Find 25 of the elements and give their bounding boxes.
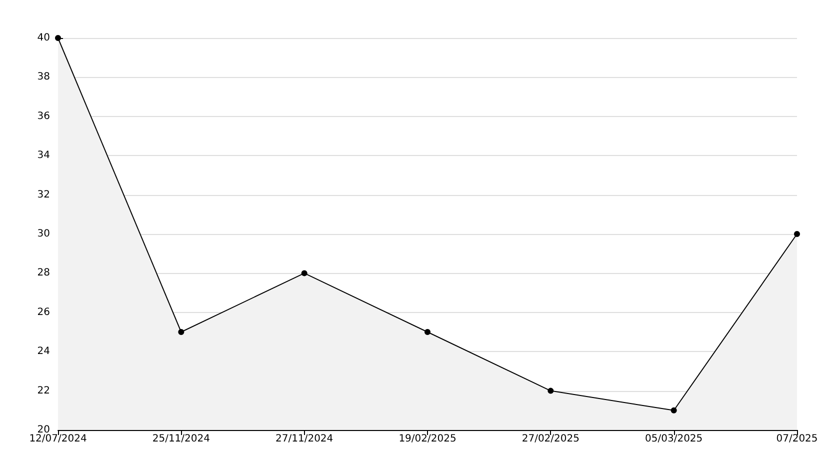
point [55, 35, 61, 41]
y-tick-label: 30 [37, 228, 50, 240]
point [794, 231, 800, 237]
y-tick-label: 26 [37, 306, 50, 318]
y-tick-label: 34 [37, 150, 50, 162]
point [424, 329, 430, 335]
x-tick-label: 25/11/2024 [152, 434, 210, 444]
point [670, 407, 677, 414]
x-tick-label: 27/11/2024 [276, 434, 334, 444]
point [178, 329, 184, 335]
point [548, 388, 554, 394]
x-tick-label: 27/02/2025 [522, 434, 580, 444]
y-tick-label: 28 [37, 268, 50, 279]
x-tick-label: 07/2025 [776, 434, 818, 444]
y-tick-label: 32 [37, 189, 50, 200]
y-tick-label: 24 [37, 346, 50, 358]
y-tick-label: 36 [37, 110, 50, 122]
x-tick-label: 12/07/2024 [29, 434, 87, 444]
y-tick-label: 22 [37, 385, 50, 396]
y-tick-label: 20 [37, 424, 50, 436]
y-tick-label: 40 [37, 32, 50, 44]
x-tick-label: 05/03/2025 [645, 434, 703, 444]
point [301, 270, 308, 276]
x-tick-label: 19/02/2025 [398, 434, 456, 444]
y-tick-label: 38 [37, 72, 50, 83]
